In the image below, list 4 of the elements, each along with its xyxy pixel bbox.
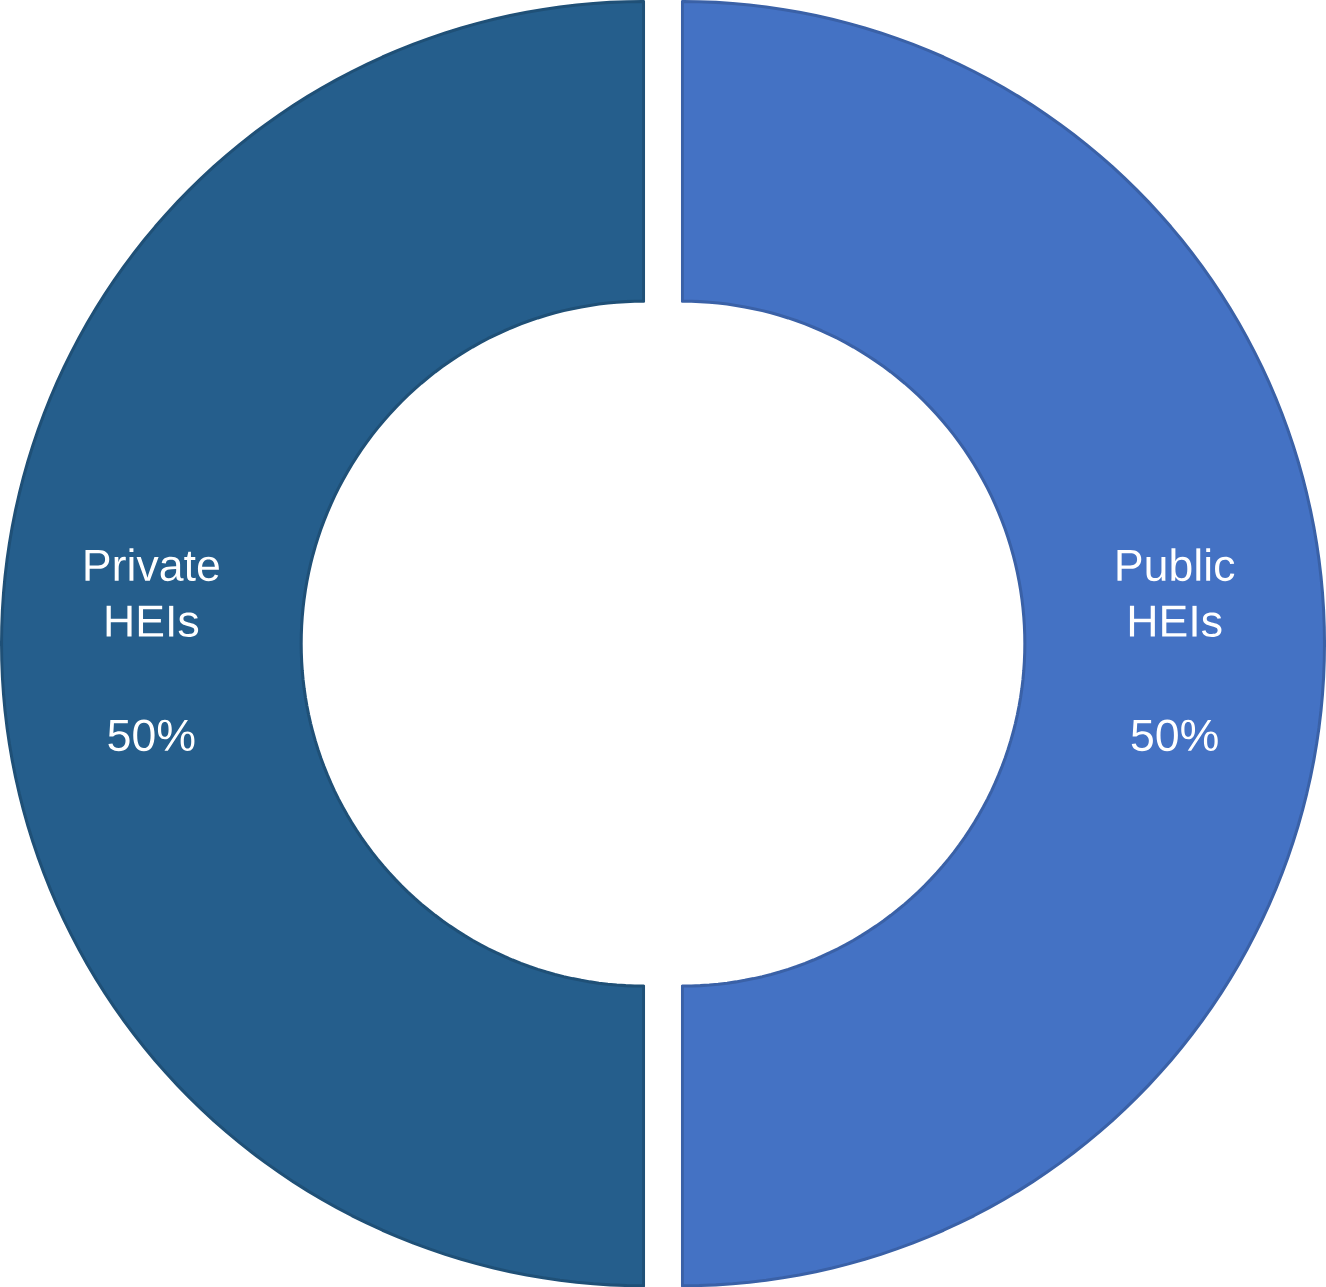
data-label: 50% [108,719,195,752]
slice-label: Private HEIs [85,548,219,637]
slice-label: Public HEIs [1117,548,1235,637]
data-label: 50% [1131,719,1218,752]
